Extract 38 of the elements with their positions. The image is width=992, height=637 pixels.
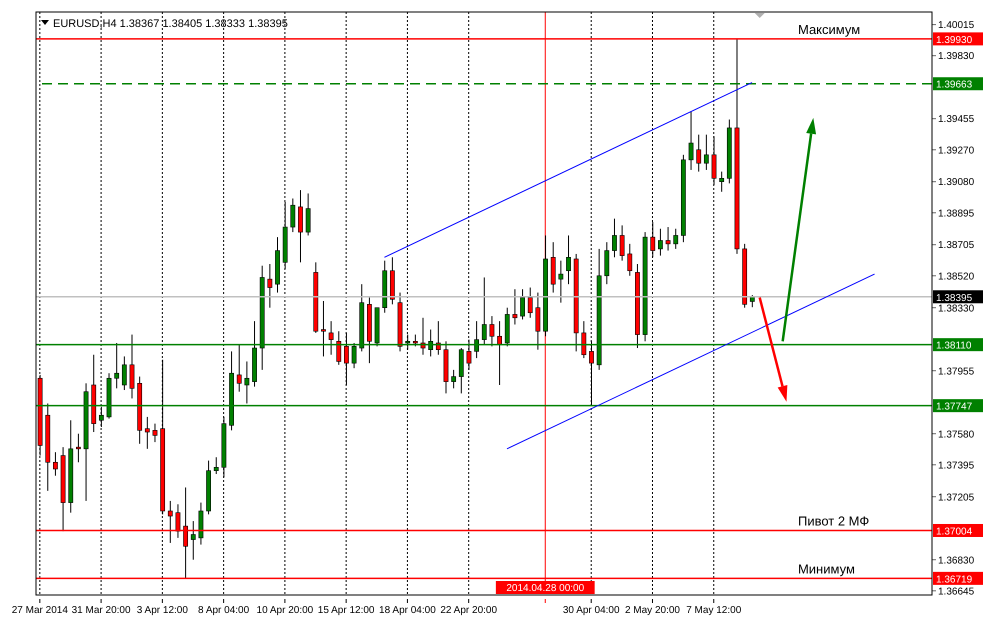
ref-line-label: 1.38395 <box>936 292 973 304</box>
y-tick-label: 1.37205 <box>938 492 975 504</box>
y-tick-label: 1.36830 <box>938 555 975 566</box>
ref-line-label: 1.38110 <box>936 340 972 352</box>
y-tick-label: 1.40015 <box>938 20 975 32</box>
x-tick-label: 2 May 20:00 <box>624 605 680 616</box>
ref-line-label: 1.39663 <box>936 80 973 91</box>
x-tick-label: 31 Mar 20:00 <box>72 605 131 616</box>
y-tick-label: 1.37955 <box>938 366 975 378</box>
y-tick-label: 1.38330 <box>938 303 975 314</box>
x-tick-label: 3 Apr 12:00 <box>136 605 188 616</box>
x-tick-label: 30 Apr 04:00 <box>562 605 620 616</box>
y-tick-label: 1.39455 <box>938 114 975 126</box>
x-tick-label: 10 Apr 20:00 <box>256 605 314 616</box>
annotation: Максимум <box>798 22 860 37</box>
y-tick-label: 1.39270 <box>938 145 975 156</box>
x-tick-label: 7 May 12:00 <box>686 605 742 616</box>
y-tick-label: 1.38705 <box>938 240 975 252</box>
ref-line-label: 1.37747 <box>936 402 973 413</box>
x-tick-label: 27 Mar 2014 <box>12 605 68 616</box>
annotation: Минимум <box>798 561 855 576</box>
y-tick-label: 1.37395 <box>938 460 975 472</box>
annotation: Пивот 2 МФ <box>798 513 870 528</box>
y-tick-label: 1.38895 <box>938 208 975 220</box>
ref-line-label: 1.36719 <box>936 574 973 586</box>
ref-line-label: 1.37004 <box>936 526 973 538</box>
y-tick-label: 1.39080 <box>938 177 975 188</box>
x-tick-label: 22 Apr 20:00 <box>440 605 498 616</box>
y-tick-label: 1.38520 <box>938 271 975 282</box>
x-tick-label: 2014.04.28 00:00 <box>506 583 585 594</box>
y-tick-label: 1.36645 <box>938 586 975 598</box>
x-tick-label: 8 Apr 04:00 <box>198 605 250 616</box>
y-tick-label: 1.39830 <box>938 51 975 62</box>
y-tick-label: 1.37580 <box>938 429 975 440</box>
x-tick-label: 15 Apr 12:00 <box>318 605 375 616</box>
text: EURUSD,H4 1.38367 1.38405 1.38333 1.38395 <box>53 18 288 30</box>
x-tick-label: 18 Apr 04:00 <box>379 605 436 616</box>
ref-line-label: 1.39930 <box>936 34 973 46</box>
